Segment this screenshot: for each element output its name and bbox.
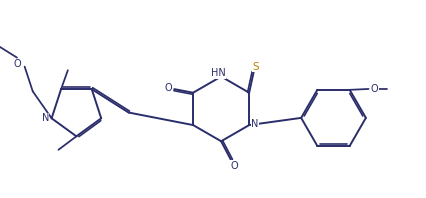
Text: HN: HN <box>210 68 225 78</box>
Text: O: O <box>164 83 172 93</box>
Text: N: N <box>42 113 49 123</box>
Text: O: O <box>370 84 377 93</box>
Text: S: S <box>252 62 258 72</box>
Text: O: O <box>230 161 238 171</box>
Text: N: N <box>251 119 258 129</box>
Text: O: O <box>13 59 21 69</box>
